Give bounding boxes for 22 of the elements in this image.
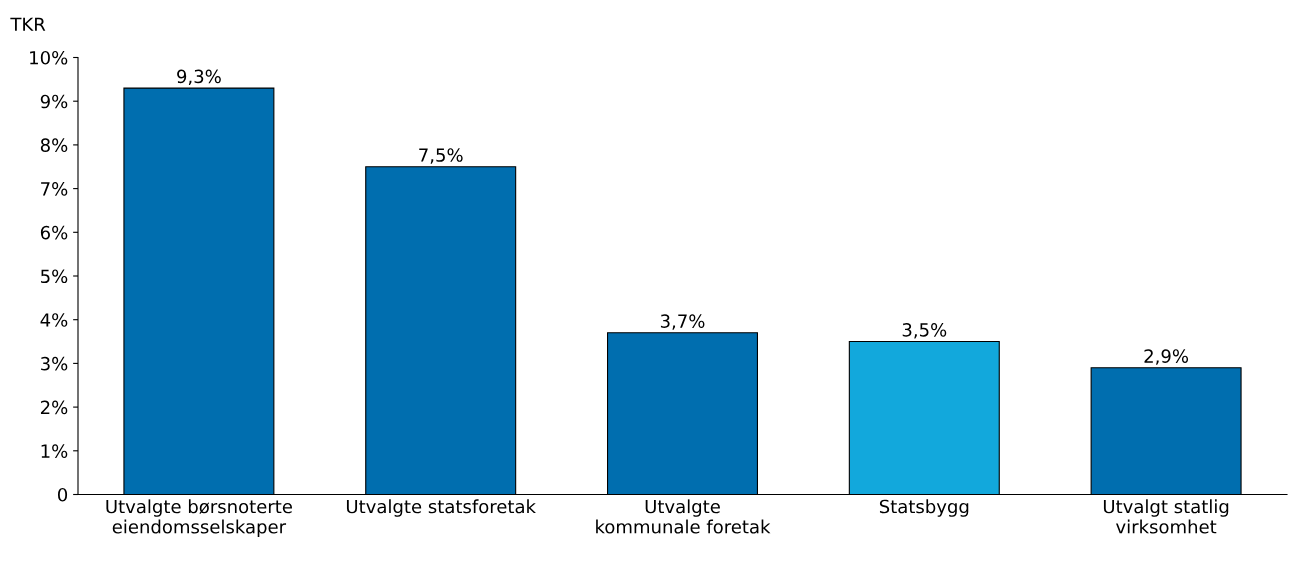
y-tick-label: 9%	[40, 94, 68, 109]
data-label: 9,3%	[177, 69, 221, 86]
data-label: 2,9%	[1144, 349, 1189, 365]
x-tick-label: Utvalgte statsforetak	[346, 499, 536, 517]
y-tick-label: 10%	[30, 50, 68, 65]
y-tick-label: 0	[57, 487, 68, 502]
data-label: 3,5%	[902, 323, 947, 339]
y-tick-label: 1%	[41, 444, 68, 458]
data-label: 3,7%	[660, 314, 705, 330]
x-tick-label: Statsbygg	[879, 499, 969, 517]
y-tick-label: 6%	[40, 225, 68, 240]
x-tick-label: Utvalgt statlig virksomhet	[1103, 499, 1229, 534]
y-axis-title: TKR	[10, 17, 46, 31]
data-label: 7,5%	[419, 148, 463, 164]
y-tick-label: 7%	[41, 182, 68, 196]
y-tick-label: 8%	[40, 138, 68, 153]
x-tick-label: Utvalgte kommunale foretak	[596, 499, 771, 534]
y-tick-label: 3%	[41, 356, 68, 371]
y-tick-label: 5%	[41, 269, 68, 284]
y-tick-label: 4%	[40, 313, 68, 327]
y-tick-label: 2%	[40, 400, 68, 415]
x-tick-label: Utvalgte børsnoterte eiendomsselskaper	[106, 499, 292, 538]
